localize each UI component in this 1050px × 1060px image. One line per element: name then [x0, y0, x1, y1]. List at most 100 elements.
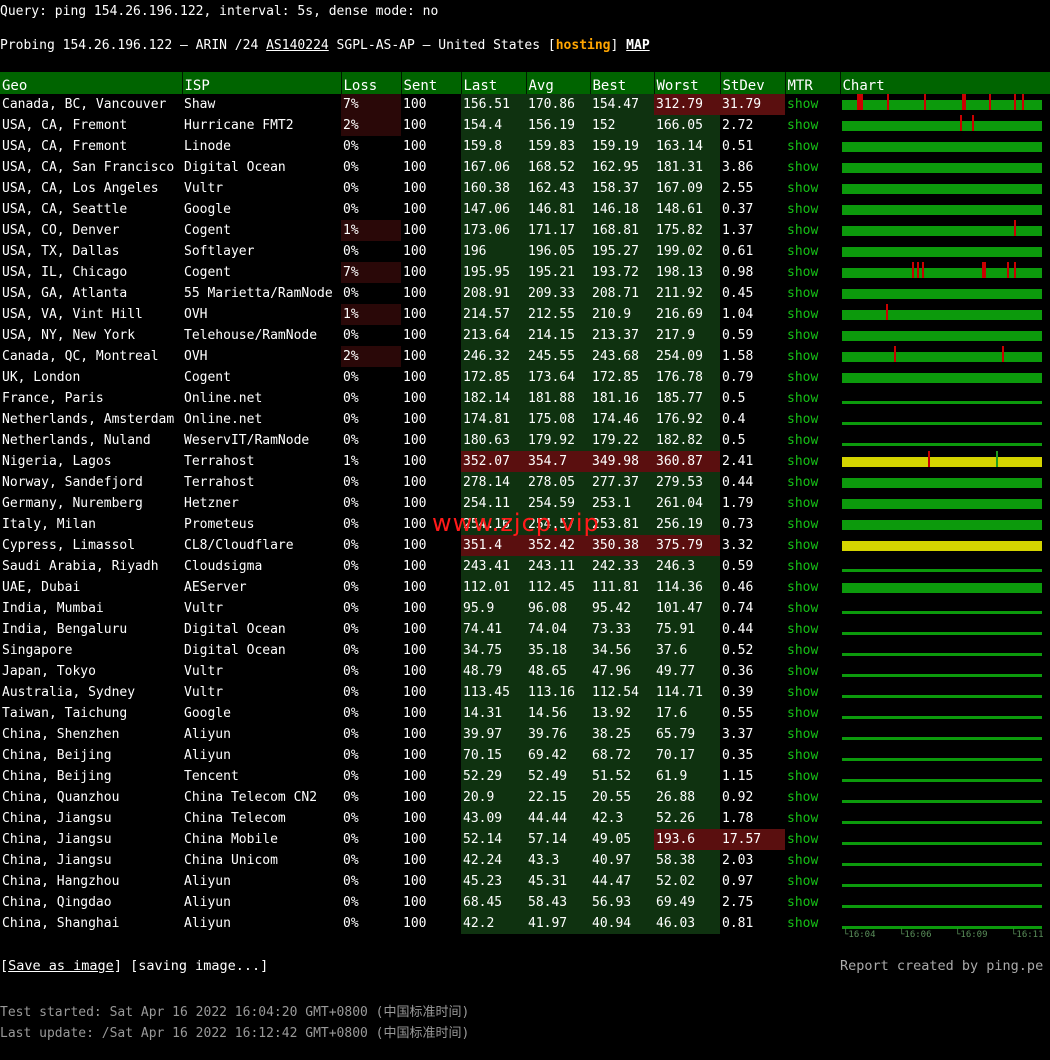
cell-mtr[interactable]: show	[787, 643, 819, 658]
table-row: China, Hangzhou Aliyun 0% 100 45.23 45.31 44.4…	[0, 871, 1050, 892]
col-stdev[interactable]: StDev	[720, 72, 786, 94]
cell-mtr[interactable]: show	[787, 790, 819, 805]
col-isp[interactable]: ISP	[182, 72, 342, 94]
cell-loss: 0%	[343, 601, 359, 616]
cell-geo: USA, GA, Atlanta	[2, 286, 128, 301]
cell-best: 13.92	[590, 703, 654, 724]
cell-stdev: 0.52	[722, 643, 754, 658]
cell-isp: Cogent	[184, 370, 231, 385]
loss-spike	[886, 304, 888, 320]
cell-stdev: 2.75	[722, 895, 754, 910]
col-last[interactable]: Last	[461, 72, 527, 94]
cell-geo: India, Mumbai	[2, 601, 104, 616]
cell-geo: USA, NY, New York	[2, 328, 136, 343]
cell-mtr[interactable]: show	[787, 517, 819, 532]
col-avg[interactable]: Avg	[526, 72, 591, 94]
cell-mtr[interactable]: show	[787, 727, 819, 742]
cell-mtr[interactable]: show	[787, 286, 819, 301]
cell-loss: 0%	[343, 874, 359, 889]
cell-mtr[interactable]: show	[787, 160, 819, 175]
cell-sent: 100	[403, 643, 427, 658]
time-tick: └16:11	[1011, 930, 1044, 940]
table-row: China, Qingdao Aliyun 0% 100 68.45 58.43 56.93…	[0, 892, 1050, 913]
cell-avg: 162.43	[526, 178, 590, 199]
table-row: USA, NY, New York Telehouse/RamNode 0% 100 2…	[0, 325, 1050, 346]
cell-avg: 69.42	[526, 745, 590, 766]
cell-mtr[interactable]: show	[787, 139, 819, 154]
cell-loss: 0%	[343, 853, 359, 868]
cell-mtr[interactable]: show	[787, 223, 819, 238]
cell-geo: USA, CA, San Francisco	[2, 160, 175, 175]
cell-avg: 44.44	[526, 808, 590, 829]
cell-isp: Vultr	[184, 664, 224, 679]
cell-mtr[interactable]: show	[787, 664, 819, 679]
cell-mtr[interactable]: show	[787, 811, 819, 826]
cell-chart	[840, 157, 1050, 178]
report-credit: Report created by ping.pe	[840, 958, 1044, 974]
map-link[interactable]: MAP	[626, 38, 650, 53]
cell-avg: 254.59	[526, 493, 590, 514]
cell-mtr[interactable]: show	[787, 328, 819, 343]
cell-mtr[interactable]: show	[787, 265, 819, 280]
latency-bar	[842, 604, 1042, 614]
cell-mtr[interactable]: show	[787, 412, 819, 427]
cell-mtr[interactable]: show	[787, 853, 819, 868]
cell-loss: 0%	[343, 391, 359, 406]
cell-mtr[interactable]: show	[787, 769, 819, 784]
cell-geo: Singapore	[2, 643, 73, 658]
col-sent[interactable]: Sent	[401, 72, 462, 94]
asn-link[interactable]: AS140224	[266, 38, 329, 53]
cell-mtr[interactable]: show	[787, 538, 819, 553]
col-loss[interactable]: Loss	[341, 72, 402, 94]
cell-mtr[interactable]: show	[787, 496, 819, 511]
cell-mtr[interactable]: show	[787, 748, 819, 763]
latency-bar	[842, 582, 1042, 593]
cell-mtr[interactable]: show	[787, 118, 819, 133]
table-row: Saudi Arabia, Riyadh Cloudsigma 0% 100 243.4…	[0, 556, 1050, 577]
cell-mtr[interactable]: show	[787, 433, 819, 448]
cell-mtr[interactable]: show	[787, 559, 819, 574]
cell-loss: 0%	[343, 895, 359, 910]
cell-stdev: 0.92	[722, 790, 754, 805]
cell-mtr[interactable]: show	[787, 475, 819, 490]
latency-bar	[842, 751, 1042, 761]
cell-mtr[interactable]: show	[787, 454, 819, 469]
cell-mtr[interactable]: show	[787, 391, 819, 406]
cell-mtr[interactable]: show	[787, 895, 819, 910]
cell-last: 74.41	[461, 619, 526, 640]
cell-geo: India, Bengaluru	[2, 622, 128, 637]
save-as-image-link[interactable]: Save as image	[8, 958, 114, 974]
col-geo[interactable]: Geo	[0, 72, 183, 94]
cell-mtr[interactable]: show	[787, 706, 819, 721]
cell-stdev: 0.37	[722, 202, 754, 217]
col-worst[interactable]: Worst	[654, 72, 721, 94]
cell-avg: 39.76	[526, 724, 590, 745]
cell-chart	[840, 829, 1050, 850]
cell-mtr[interactable]: show	[787, 580, 819, 595]
cell-isp: Digital Ocean	[184, 160, 286, 175]
cell-chart	[840, 535, 1050, 556]
cell-mtr[interactable]: show	[787, 349, 819, 364]
cell-mtr[interactable]: show	[787, 202, 819, 217]
cell-last: 48.79	[461, 661, 526, 682]
cell-mtr[interactable]: show	[787, 97, 819, 112]
cell-mtr[interactable]: show	[787, 832, 819, 847]
latency-bar	[842, 372, 1042, 383]
cell-mtr[interactable]: show	[787, 685, 819, 700]
latency-bar	[842, 415, 1042, 425]
cell-best: 162.95	[590, 157, 654, 178]
col-best[interactable]: Best	[590, 72, 655, 94]
cell-mtr[interactable]: show	[787, 916, 819, 931]
cell-sent: 100	[403, 391, 427, 406]
cell-mtr[interactable]: show	[787, 874, 819, 889]
cell-mtr[interactable]: show	[787, 601, 819, 616]
cell-geo: Germany, Nuremberg	[2, 496, 143, 511]
cell-mtr[interactable]: show	[787, 181, 819, 196]
table-row: China, Jiangsu China Unicom 0% 100 42.24 43.3…	[0, 850, 1050, 871]
cell-mtr[interactable]: show	[787, 244, 819, 259]
cell-mtr[interactable]: show	[787, 370, 819, 385]
table-row: India, Bengaluru Digital Ocean 0% 100 74.41 7…	[0, 619, 1050, 640]
table-row: Nigeria, Lagos Terrahost 1% 100 352.07 354.7 3…	[0, 451, 1050, 472]
cell-mtr[interactable]: show	[787, 307, 819, 322]
cell-mtr[interactable]: show	[787, 622, 819, 637]
